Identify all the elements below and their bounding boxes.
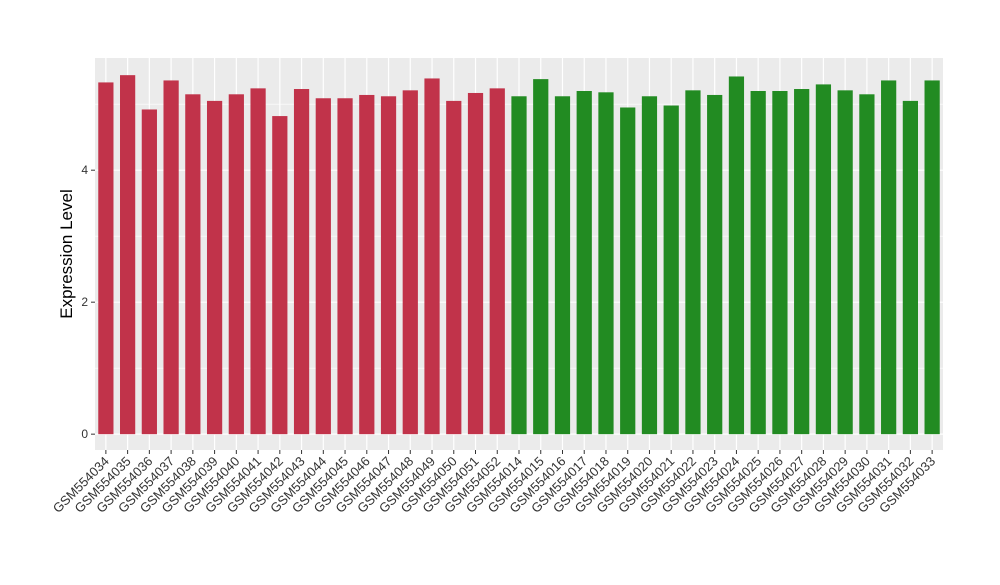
bar (315, 98, 331, 435)
y-tick-label: 2 (81, 295, 88, 309)
bar (424, 78, 440, 435)
bar (293, 89, 310, 435)
bar (141, 109, 157, 435)
bar (272, 116, 288, 435)
bar (120, 75, 136, 435)
y-tick-label: 0 (81, 427, 88, 441)
bar (228, 94, 244, 435)
bar (685, 90, 701, 435)
bar (598, 92, 614, 435)
bar (750, 90, 766, 435)
bar (402, 90, 418, 435)
bar (337, 98, 353, 435)
bar (250, 88, 266, 435)
bar (707, 94, 723, 435)
bar (815, 84, 832, 435)
bar (837, 90, 853, 435)
bar (881, 80, 897, 435)
bar (163, 80, 179, 435)
bar (924, 80, 940, 435)
bar (554, 96, 571, 435)
bar (859, 94, 875, 435)
bar (641, 96, 658, 435)
bar (467, 92, 484, 435)
bar (489, 88, 505, 435)
bar (576, 90, 592, 435)
bar (728, 76, 745, 435)
y-tick-label: 4 (81, 163, 88, 177)
bar (98, 82, 114, 435)
bar (902, 100, 918, 435)
bar (663, 105, 679, 435)
bar (380, 96, 397, 435)
y-axis-label: Expression Level (57, 189, 76, 318)
bar (511, 96, 527, 435)
bar (533, 79, 549, 435)
bar (446, 100, 462, 435)
bar (185, 94, 201, 435)
bar (620, 107, 636, 435)
bar (206, 100, 223, 435)
bar (794, 89, 810, 435)
bar (772, 90, 788, 435)
bar (359, 94, 375, 435)
